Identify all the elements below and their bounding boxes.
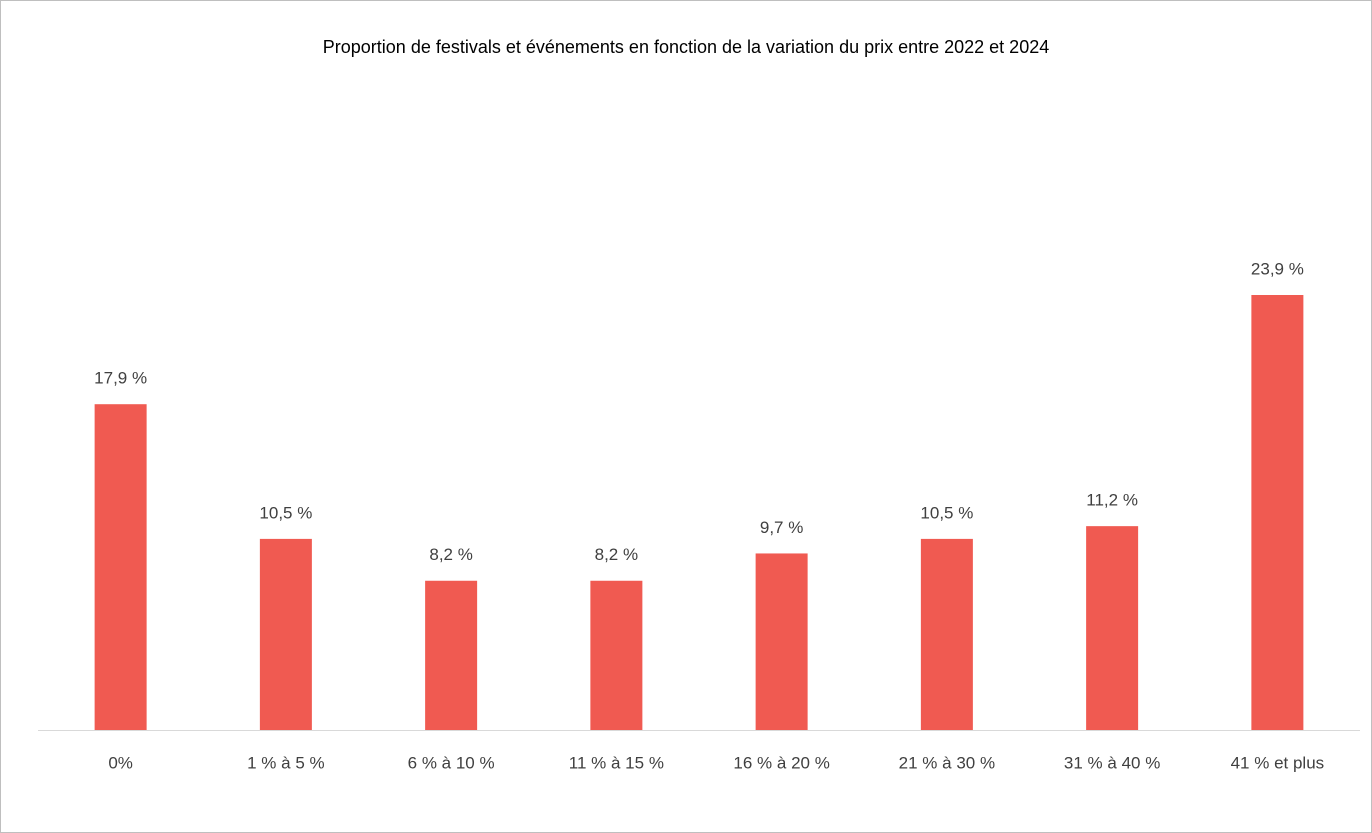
x-tick-label: 6 % à 10 % — [408, 753, 495, 772]
x-tick-label: 0% — [108, 753, 133, 772]
value-label: 10,5 % — [920, 503, 973, 522]
bar — [590, 580, 643, 730]
bar — [755, 553, 808, 730]
value-label: 11,2 % — [1086, 491, 1138, 510]
value-label: 8,2 % — [595, 545, 638, 564]
value-label: 23,9 % — [1251, 259, 1304, 278]
x-tick-label: 1 % à 5 % — [247, 753, 325, 772]
chart-title: Proportion de festivals et événements en… — [323, 37, 1049, 57]
value-label: 9,7 % — [760, 518, 803, 537]
x-tick-label: 41 % et plus — [1231, 753, 1325, 772]
bar — [94, 404, 147, 730]
bar — [1251, 295, 1304, 730]
bar — [425, 580, 478, 730]
x-tick-label: 21 % à 30 % — [899, 753, 995, 772]
x-tick-label: 16 % à 20 % — [733, 753, 829, 772]
bar — [920, 538, 973, 730]
x-tick-label: 31 % à 40 % — [1064, 753, 1160, 772]
value-label: 8,2 % — [429, 545, 472, 564]
value-label: 17,9 % — [94, 369, 147, 388]
x-tick-label: 11 % à 15 % — [569, 753, 664, 772]
bar — [1086, 526, 1139, 730]
value-label: 10,5 % — [259, 503, 312, 522]
bar — [259, 538, 312, 730]
